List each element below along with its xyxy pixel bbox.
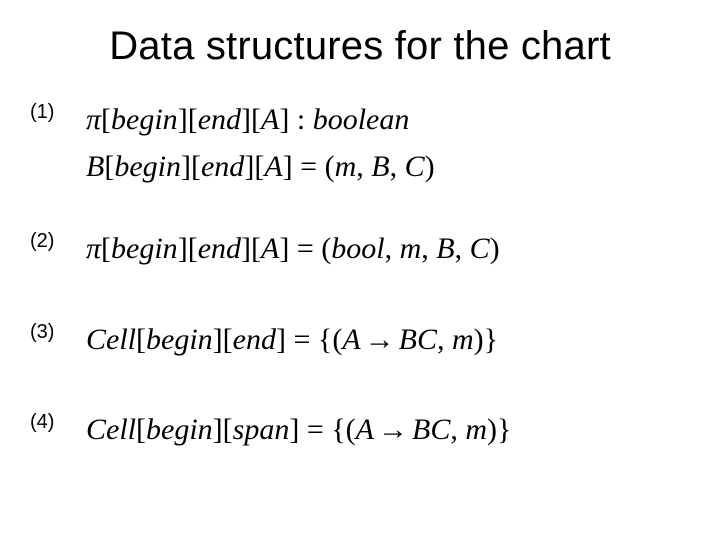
item-1-equations: π[begin][end][A] : boolean B[begin][end]… xyxy=(86,97,690,190)
pi-symbol: π xyxy=(86,232,101,265)
item-4-equations: Cell[begin][span] = {(A→BC, m)} xyxy=(86,407,690,454)
eq-1a: π[begin][end][A] : boolean xyxy=(86,97,690,144)
eq-1b: B[begin][end][A] = (m, B, C) xyxy=(86,144,690,191)
eq-4: Cell[begin][span] = {(A→BC, m)} xyxy=(86,407,690,454)
arrow-icon: → xyxy=(374,413,412,446)
slide: Data structures for the chart (1) π[begi… xyxy=(0,0,720,540)
item-2: (2) π[begin][end][A] = (bool, m, B, C) xyxy=(30,226,690,273)
item-3: (3) Cell[begin][end] = {(A→BC, m)} xyxy=(30,317,690,364)
item-3-number: (3) xyxy=(30,317,86,344)
item-3-equations: Cell[begin][end] = {(A→BC, m)} xyxy=(86,317,690,364)
item-4: (4) Cell[begin][span] = {(A→BC, m)} xyxy=(30,407,690,454)
item-2-number: (2) xyxy=(30,226,86,253)
item-4-number: (4) xyxy=(30,407,86,434)
item-1-number: (1) xyxy=(30,97,86,124)
item-2-equations: π[begin][end][A] = (bool, m, B, C) xyxy=(86,226,690,273)
eq-2: π[begin][end][A] = (bool, m, B, C) xyxy=(86,226,690,273)
arrow-icon: → xyxy=(361,323,399,356)
slide-title: Data structures for the chart xyxy=(30,24,690,69)
pi-symbol: π xyxy=(86,103,101,136)
eq-3: Cell[begin][end] = {(A→BC, m)} xyxy=(86,317,690,364)
item-1: (1) π[begin][end][A] : boolean B[begin][… xyxy=(30,97,690,190)
